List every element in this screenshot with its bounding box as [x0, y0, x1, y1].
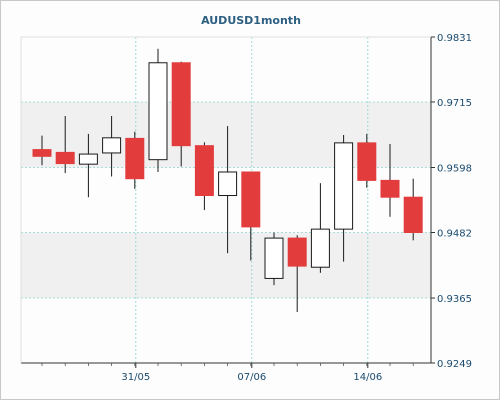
y-tick-label: 0.9482: [437, 228, 472, 239]
y-tick-label: 0.9598: [437, 164, 472, 175]
candle-down: [55, 151, 75, 165]
candle-up: [218, 171, 238, 197]
x-tick-label: 31/05: [121, 372, 150, 383]
chart-title: AUDUSD1month: [201, 14, 301, 27]
candle-up: [148, 62, 168, 161]
candle-up: [102, 137, 122, 154]
candle-down: [241, 171, 261, 228]
candle-up: [334, 142, 354, 230]
x-tick-label: 14/06: [353, 372, 382, 383]
x-tick-label: 07/06: [237, 372, 266, 383]
background-band: [21, 232, 431, 299]
y-tick-label: 0.9831: [437, 33, 472, 44]
candle-down: [171, 62, 191, 147]
candle-down: [125, 137, 145, 180]
candle-down: [194, 145, 214, 197]
y-tick-label: 0.9715: [437, 98, 472, 109]
candle-up: [264, 237, 284, 279]
candle-down: [32, 149, 52, 157]
candle-up: [78, 153, 98, 165]
y-tick-label: 0.9249: [437, 359, 472, 370]
candle-down: [380, 179, 400, 198]
candle-down: [403, 196, 423, 233]
candle-up: [310, 228, 330, 268]
candle-down: [357, 142, 377, 181]
candle-down: [287, 237, 307, 267]
y-tick-label: 0.9365: [437, 294, 472, 305]
